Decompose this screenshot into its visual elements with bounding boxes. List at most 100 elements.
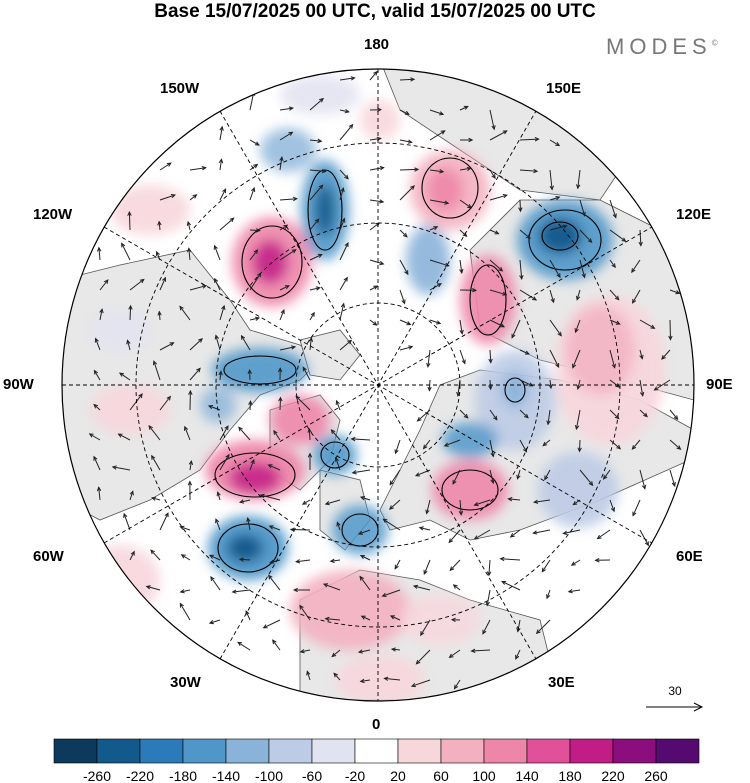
wind-vector-head xyxy=(644,541,649,547)
wind-vector-head xyxy=(433,226,439,231)
wind-vector xyxy=(189,368,201,381)
wind-vector-head xyxy=(324,616,330,622)
wind-vector-head xyxy=(240,334,246,340)
wind-vector-head xyxy=(268,525,274,530)
wind-vector xyxy=(639,409,648,417)
wind-vector xyxy=(279,249,297,261)
wind-vector xyxy=(459,349,466,364)
wind-vector-head xyxy=(238,426,243,432)
wind-vector-head xyxy=(96,486,102,492)
colorbar-box-4 xyxy=(225,738,270,764)
wind-vector-head xyxy=(180,554,186,559)
wind-vector-head xyxy=(254,141,260,146)
wind-vector xyxy=(279,346,296,351)
wind-vector xyxy=(129,305,132,321)
wind-vector xyxy=(399,289,406,304)
wind-vector xyxy=(488,559,491,576)
wind-vector xyxy=(382,589,401,597)
wind-vector-head xyxy=(650,324,656,329)
lon-label-180: 180 xyxy=(364,36,390,53)
wind-vector-head xyxy=(488,358,493,364)
wind-vector-head xyxy=(408,345,414,350)
wind-vector xyxy=(399,319,411,325)
wind-vector-head xyxy=(359,554,365,560)
wind-vector xyxy=(369,259,384,265)
wind-vector-head xyxy=(675,290,681,295)
wind-vector xyxy=(571,559,581,566)
wind-vector xyxy=(279,224,288,231)
wind-vector xyxy=(453,584,461,591)
wind-vector-head xyxy=(250,458,255,464)
colorbar-tick-label: 260 xyxy=(644,768,668,783)
wind-vector-head xyxy=(207,405,214,410)
wind-vector xyxy=(429,169,444,173)
wind-vector-head xyxy=(184,425,189,431)
wind-vector-head xyxy=(347,339,353,345)
wind-vector-head xyxy=(401,299,406,305)
wind-vector-head xyxy=(382,518,388,523)
wind-vector-head xyxy=(532,530,538,535)
wind-vector-head xyxy=(596,534,602,540)
wind-vector xyxy=(444,439,461,447)
wind-vector xyxy=(519,289,537,301)
wind-vector xyxy=(89,433,101,441)
wind-vector-head xyxy=(336,521,341,527)
wind-vector xyxy=(180,589,191,593)
wind-vector xyxy=(119,372,131,381)
wind-vector xyxy=(95,338,101,351)
wind-vector-head xyxy=(188,459,194,466)
wind-vector-head xyxy=(577,447,582,453)
wind-vector-head xyxy=(491,174,496,180)
wind-vector-head xyxy=(179,305,184,311)
wind-vector-head xyxy=(128,304,133,310)
wind-vector xyxy=(249,229,260,232)
wind-vector xyxy=(269,525,281,531)
wind-vector-head xyxy=(88,433,94,438)
wind-vector xyxy=(427,349,431,367)
wind-vector xyxy=(572,349,581,368)
colorbar-tick-label: 140 xyxy=(515,768,539,783)
wind-vector-head xyxy=(218,158,224,164)
wind-vector-head xyxy=(494,230,500,235)
wind-vector-head xyxy=(515,654,520,660)
map-border xyxy=(61,68,695,702)
wind-vector-head xyxy=(533,168,539,174)
wind-vector xyxy=(369,71,378,81)
wind-vector-head xyxy=(610,507,615,513)
wind-vector-head xyxy=(179,602,184,608)
wind-vector-head xyxy=(273,429,278,435)
wind-vector-head xyxy=(238,499,245,504)
colorbar-box-0 xyxy=(53,738,98,764)
wind-vector xyxy=(669,469,676,487)
wind-vector xyxy=(121,243,131,261)
wind-vector xyxy=(187,221,191,231)
wind-vector-head xyxy=(157,220,162,226)
wind-vector xyxy=(454,679,461,689)
wind-vector xyxy=(129,279,145,291)
wind-vector-head xyxy=(103,279,109,285)
colorbar-tick-label: -140 xyxy=(212,768,240,783)
wind-vector xyxy=(510,529,521,538)
wind-vector-head xyxy=(611,263,616,269)
wind-vector-head xyxy=(335,399,340,405)
wind-vector xyxy=(159,512,169,531)
wind-vector xyxy=(336,522,341,531)
wind-vector xyxy=(325,499,341,505)
wind-vector xyxy=(519,259,523,279)
wind-vector-head xyxy=(546,594,551,600)
wind-vector-head xyxy=(493,415,498,421)
wind-vector xyxy=(129,491,134,501)
wind-vector-head xyxy=(151,454,156,460)
wind-vector-head xyxy=(576,384,581,391)
wind-vector-head xyxy=(253,249,259,255)
reference-vector-label: 30 xyxy=(668,684,682,698)
wind-vector xyxy=(452,469,461,485)
wind-vector-head xyxy=(319,97,324,103)
wind-vector xyxy=(146,585,161,591)
wind-vector-head xyxy=(671,481,676,488)
wind-vector xyxy=(295,396,311,411)
wind-vector xyxy=(391,648,401,651)
wind-vector-head xyxy=(302,366,307,372)
brand-logo: MODES© xyxy=(606,34,718,60)
wind-vector-head xyxy=(576,295,581,301)
